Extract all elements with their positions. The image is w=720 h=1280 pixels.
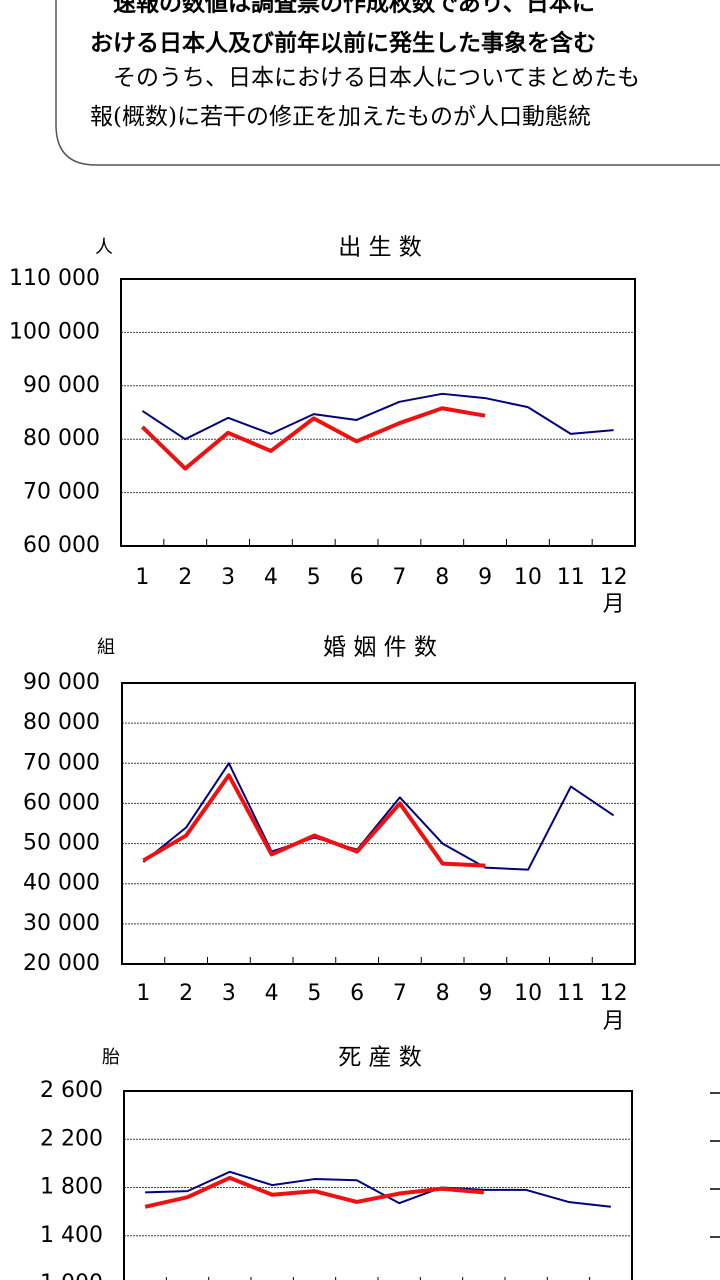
x-tick-label: 2 — [179, 981, 193, 1006]
y-tick-label: 20 000 — [23, 951, 100, 976]
x-tick-label: 1 — [136, 981, 150, 1006]
y-tick-label: 60 000 — [23, 533, 100, 558]
x-tick-label: 11 — [557, 565, 585, 590]
x-tick-label: 5 — [307, 981, 321, 1006]
x-tick-label: 12 — [600, 565, 628, 590]
y-tick-label: 70 000 — [23, 480, 100, 505]
y-tick-label: 70 000 — [23, 750, 100, 775]
chart-title: 死 産 数 — [338, 1045, 422, 1071]
series-line — [144, 1175, 485, 1209]
series-line — [145, 1170, 611, 1208]
y-tick-label: 40 000 — [23, 871, 100, 896]
series-line — [141, 392, 614, 441]
x-tick-label: 10 — [514, 981, 542, 1006]
series-line — [142, 773, 486, 868]
note-box — [55, 0, 720, 166]
y-tick-label: 80 000 — [23, 710, 100, 735]
y-tick-label: 90 000 — [23, 373, 100, 398]
x-axis-unit: 月 — [603, 592, 625, 617]
plot-frame — [123, 1090, 633, 1280]
x-tick-label: 7 — [393, 981, 407, 1006]
note-line: 報(概数)に若干の修正を加えたものが人口動態統 — [90, 104, 591, 130]
x-tick-label: 3 — [222, 981, 236, 1006]
x-tick-label: 4 — [265, 981, 279, 1006]
note-line: 速報の数値は調査票の作成枚数であり、日本に — [113, 0, 595, 17]
y-tick-label: 2 200 — [40, 1126, 103, 1151]
y-tick-label: 50 000 — [23, 831, 100, 856]
y-axis-unit: 人 — [95, 237, 113, 258]
x-tick-label: 2 — [178, 565, 192, 590]
x-tick-label: 11 — [557, 981, 585, 1006]
series-line — [142, 762, 615, 871]
x-tick-label: 7 — [392, 565, 406, 590]
y-tick-label: 90 000 — [23, 670, 100, 695]
x-tick-label: 6 — [350, 981, 364, 1006]
note-line: そのうち、日本における日本人についてまとめたも — [113, 65, 640, 91]
x-tick-label: 8 — [436, 981, 450, 1006]
y-tick-label: 110 000 — [9, 266, 100, 291]
y-tick-label: 1 800 — [40, 1175, 103, 1200]
x-tick-label: 9 — [478, 565, 492, 590]
x-axis-unit: 月 — [603, 1009, 625, 1034]
y-axis-unit: 組 — [97, 637, 115, 658]
y-tick-label: 1 000 — [40, 1271, 103, 1280]
x-tick-label: 8 — [435, 565, 449, 590]
x-tick-label: 10 — [514, 565, 542, 590]
x-tick-label: 4 — [264, 565, 278, 590]
y-tick-label: 100 000 — [9, 319, 100, 344]
plot-frame — [120, 278, 636, 547]
y-tick-label: 60 000 — [23, 790, 100, 815]
x-tick-label: 9 — [478, 981, 492, 1006]
next-chart-ticks — [710, 1092, 720, 1238]
y-tick-label: 2 600 — [40, 1078, 103, 1103]
x-tick-label: 12 — [600, 981, 628, 1006]
y-tick-label: 30 000 — [23, 911, 100, 936]
y-tick-label: 80 000 — [23, 426, 100, 451]
x-tick-label: 3 — [221, 565, 235, 590]
chart-title: 出 生 数 — [338, 235, 422, 261]
series-line — [141, 406, 486, 471]
chart-title: 婚 姻 件 数 — [323, 635, 437, 661]
note-line: おける日本人及び前年以前に発生した事象を含む — [90, 30, 596, 57]
x-tick-label: 5 — [307, 565, 321, 590]
x-tick-label: 6 — [350, 565, 364, 590]
y-axis-unit: 胎 — [102, 1047, 120, 1068]
y-tick-label: 1 400 — [40, 1223, 103, 1248]
x-tick-label: 1 — [135, 565, 149, 590]
